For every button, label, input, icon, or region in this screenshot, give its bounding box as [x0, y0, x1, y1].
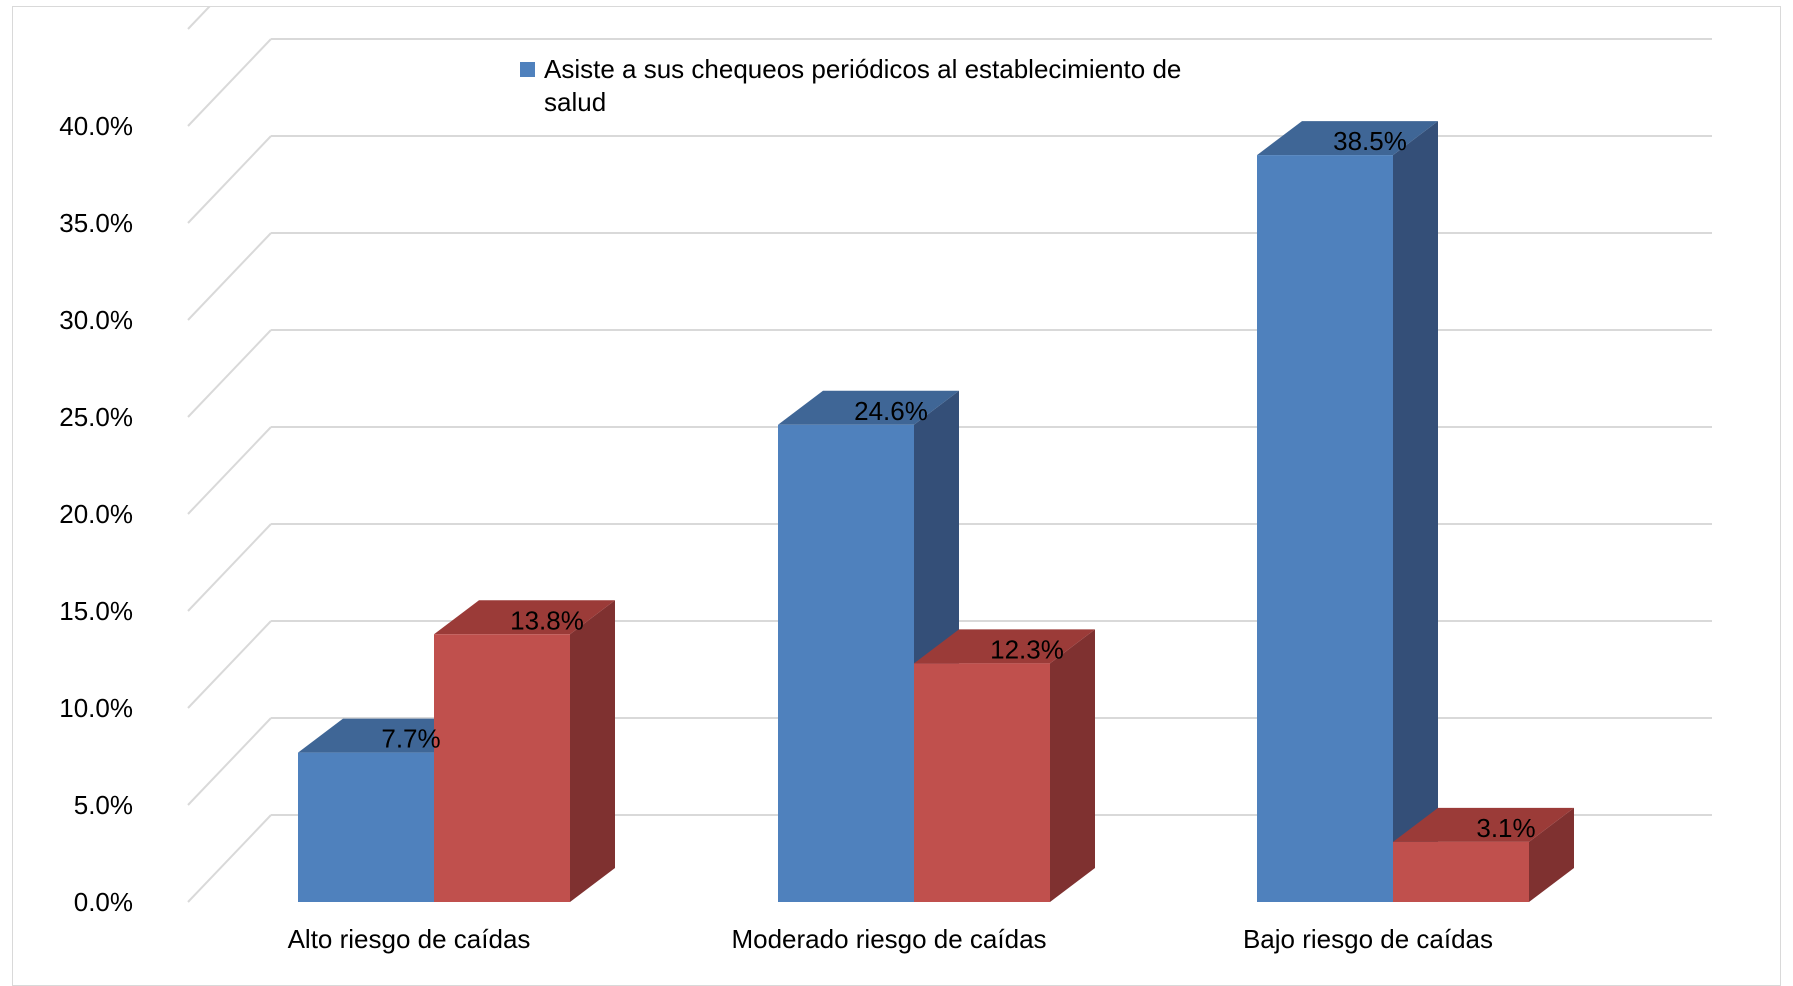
data-label: 13.8%: [510, 605, 584, 635]
bar-side: [1529, 807, 1574, 902]
data-label: 24.6%: [854, 396, 928, 426]
bar-top: [1257, 121, 1438, 156]
data-label: 38.5%: [1333, 126, 1407, 156]
bar-top: [914, 629, 1095, 664]
gridline-diagonal: [187, 135, 272, 224]
data-label: 12.3%: [990, 634, 1064, 664]
gridline-diagonal: [187, 7, 211, 30]
bar-side: [1393, 121, 1438, 903]
bar-front: [778, 424, 914, 902]
bar-front: [1257, 155, 1393, 903]
bar-1-3: [1257, 121, 1438, 903]
gridline-diagonal: [187, 717, 272, 806]
legend-label-line-2: salud: [544, 87, 606, 117]
bar-top: [778, 390, 959, 425]
y-axis-ticks: 0.0% 5.0% 10.0% 15.0% 20.0% 25.0% 30.0% 35.0% 40…: [59, 111, 133, 917]
legend: Asiste a sus chequeos periódicos al esta…: [520, 54, 1181, 117]
bar-side: [1050, 629, 1095, 902]
y-tick-label: 20.0%: [59, 499, 133, 529]
gridline-diagonal: [187, 620, 272, 709]
chart-frame: 0.0% 5.0% 10.0% 15.0% 20.0% 25.0% 30.0% 35.0% 40…: [12, 6, 1781, 986]
y-tick-label: 5.0%: [74, 790, 133, 820]
bar-top: [298, 718, 479, 753]
bar-side: [570, 600, 615, 902]
gridline-diagonal: [187, 38, 272, 127]
gridline-diagonal: [187, 232, 272, 321]
bar-front: [434, 634, 570, 902]
bar-chart: 0.0% 5.0% 10.0% 15.0% 20.0% 25.0% 30.0% 35.0% 40…: [59, 7, 1712, 954]
y-tick-label: 0.0%: [74, 887, 133, 917]
legend-label-line-1: Asiste a sus chequeos periódicos al esta…: [544, 54, 1181, 84]
y-tick-label: 30.0%: [59, 305, 133, 335]
y-tick-label: 10.0%: [59, 693, 133, 723]
bar-front: [1393, 841, 1529, 902]
y-tick-label: 15.0%: [59, 596, 133, 626]
bar-front: [914, 663, 1050, 902]
gridline-diagonal: [187, 329, 272, 418]
gridline-diagonal: [187, 426, 272, 515]
bar-1-1: [298, 718, 479, 902]
bar-top: [1393, 807, 1574, 842]
y-tick-label: 35.0%: [59, 208, 133, 238]
bars: [298, 121, 1574, 903]
bar-2-3: [1393, 807, 1574, 902]
gridline-diagonal: [187, 523, 272, 612]
data-label: 3.1%: [1476, 813, 1535, 843]
category-label: Alto riesgo de caídas: [288, 924, 531, 954]
bar-2-1: [434, 600, 615, 902]
data-label: 7.7%: [381, 724, 440, 754]
data-labels: 7.7% 13.8% 24.6% 12.3% 38.5% 3.1%: [381, 126, 1535, 843]
legend-swatch-series-1: [520, 62, 535, 77]
y-tick-label: 40.0%: [59, 111, 133, 141]
category-label: Moderado riesgo de caídas: [731, 924, 1046, 954]
bar-front: [298, 752, 434, 902]
y-tick-label: 25.0%: [59, 402, 133, 432]
category-label: Bajo riesgo de caídas: [1243, 924, 1493, 954]
bar-top: [434, 600, 615, 635]
x-axis-categories: Alto riesgo de caídas Moderado riesgo de …: [288, 924, 1493, 954]
gridline-diagonal: [187, 814, 272, 903]
bar-2-2: [914, 629, 1095, 902]
